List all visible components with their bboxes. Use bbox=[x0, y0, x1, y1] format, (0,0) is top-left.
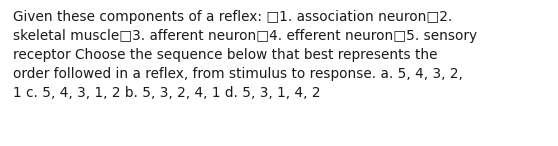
Text: Given these components of a reflex: □1. association neuron□2.
skeletal muscle□3.: Given these components of a reflex: □1. … bbox=[13, 10, 477, 100]
